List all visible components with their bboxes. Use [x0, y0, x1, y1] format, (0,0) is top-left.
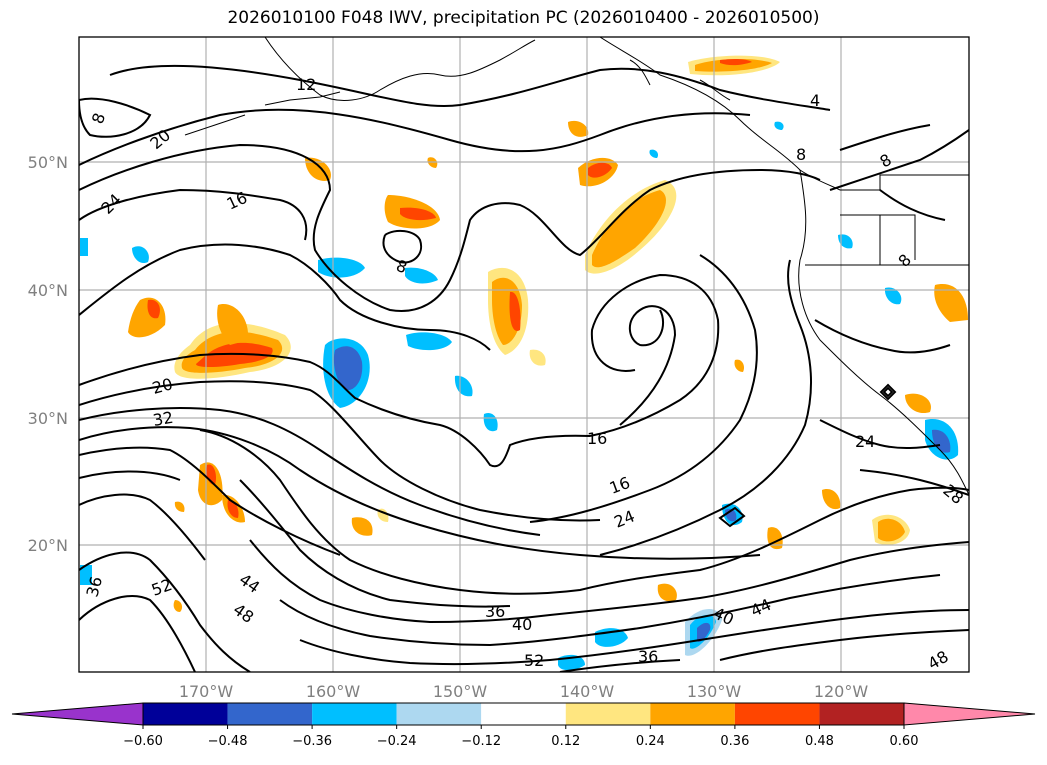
contour-label: 4 — [810, 91, 820, 110]
colorbar-tick-label: 0.24 — [636, 734, 665, 749]
colorbar-segment — [481, 703, 566, 725]
precip-shading — [80, 55, 968, 671]
colorbar-segment — [396, 703, 482, 725]
map-title: 2026010100 F048 IWV, precipitation PC (2… — [227, 8, 820, 28]
colorbar-extend-high — [903, 702, 1036, 726]
lon-label: 150°W — [433, 682, 488, 701]
lat-label: 40°N — [28, 281, 68, 300]
contour-label: 8 — [796, 145, 806, 164]
colorbar-tick-label: −0.60 — [123, 734, 163, 749]
colorbar-tick-label: −0.48 — [208, 734, 248, 749]
map-frame — [78, 36, 970, 673]
lon-label: 130°W — [687, 682, 742, 701]
colorbar-tick-label: 0.48 — [805, 734, 834, 749]
contour-label: 36 — [638, 647, 658, 666]
colorbar-tick-label: −0.24 — [377, 734, 417, 749]
latitude-labels: 50°N 40°N 30°N 20°N — [28, 153, 68, 555]
colorbar-extend-low — [11, 702, 144, 726]
colorbar-segment — [819, 703, 904, 725]
contour-label: 20 — [150, 374, 175, 398]
colorbar-segment — [565, 703, 651, 725]
lat-label: 20°N — [28, 536, 68, 555]
contour-label: 36 — [83, 574, 107, 599]
lon-label: 160°W — [306, 682, 361, 701]
map-content: 12 20 24 16 8 8 4 8 8 20 32 16 16 24 24 … — [79, 37, 969, 672]
contour-label: 24 — [855, 432, 875, 451]
colorbar-segment — [227, 703, 313, 725]
lat-label: 50°N — [28, 153, 68, 172]
colorbar-segment — [312, 703, 397, 725]
contour-label: 40 — [512, 615, 532, 634]
contour-label: 12 — [296, 75, 316, 94]
colorbar-segment — [650, 703, 735, 725]
colorbar-tick-label: 0.36 — [720, 734, 749, 749]
colorbar-segment — [734, 703, 820, 725]
colorbar-segment — [143, 703, 228, 725]
lon-label: 120°W — [814, 682, 869, 701]
contour-label: 52 — [524, 651, 544, 670]
colorbar-tick-label: 0.60 — [890, 734, 919, 749]
contour-label: 16 — [587, 429, 607, 448]
colorbar: −0.60 −0.48 −0.36 −0.24 −0.12 0.12 0.24 0.36 0.4… — [11, 702, 1036, 749]
colorbar-outline — [142, 702, 905, 726]
colorbar-tick-label: 0.12 — [551, 734, 580, 749]
lon-label: 140°W — [560, 682, 615, 701]
contour-label: 32 — [151, 408, 174, 430]
longitude-labels: 170°W 160°W 150°W 140°W 130°W 120°W — [179, 682, 869, 701]
contour-label: 36 — [485, 602, 505, 621]
lon-label: 170°W — [179, 682, 234, 701]
colorbar-tick-label: −0.36 — [292, 734, 332, 749]
lat-label: 30°N — [28, 409, 68, 428]
colorbar-tick-label: −0.12 — [461, 734, 501, 749]
iwv-contours — [79, 64, 969, 672]
